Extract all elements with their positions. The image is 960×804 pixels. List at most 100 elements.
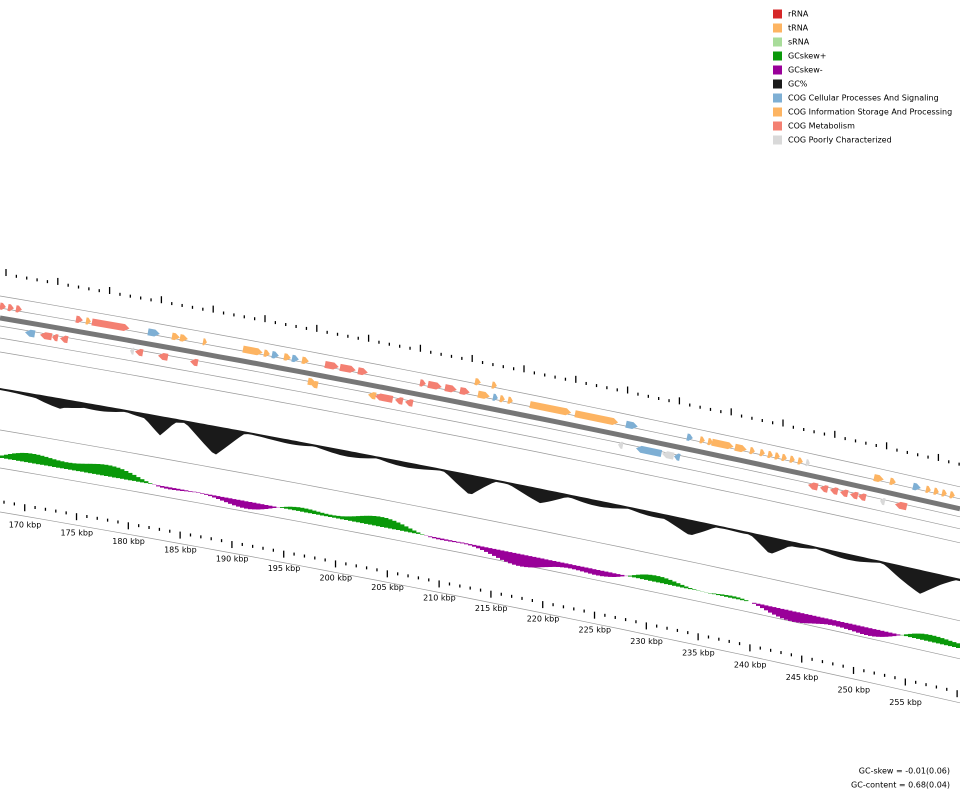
ruler-label: 215 kbp xyxy=(475,604,508,613)
gc-skew-minus xyxy=(836,621,840,627)
gc-skew-plus xyxy=(412,531,416,534)
gc-skew-plus xyxy=(80,464,84,472)
gene-feature xyxy=(242,346,263,357)
gc-skew-plus xyxy=(936,637,940,644)
gc-skew-plus xyxy=(948,641,952,646)
gc-skew-minus xyxy=(516,554,520,566)
gc-skew-plus xyxy=(380,517,384,527)
gc-skew-minus xyxy=(548,560,552,567)
gc-skew-plus xyxy=(4,455,8,459)
gc-skew-minus xyxy=(572,565,576,569)
gc-skew-minus xyxy=(588,568,592,573)
gc-skew-minus xyxy=(880,631,884,637)
legend-label: COG Cellular Processes And Signaling xyxy=(788,94,939,103)
gc-skew-minus xyxy=(452,541,456,542)
ruler-label: 255 kbp xyxy=(889,698,922,707)
gc-skew-minus xyxy=(784,610,788,620)
legend-swatch xyxy=(773,122,782,131)
gc-skew-minus xyxy=(472,545,476,547)
gc-skew-plus xyxy=(944,639,948,645)
gc-content-stat: GC-content = 0.68(0.04) xyxy=(851,781,950,790)
gc-skew-minus xyxy=(568,564,572,568)
gc-skew-plus xyxy=(68,463,72,470)
gc-skew-plus xyxy=(24,453,28,462)
gc-skew-plus xyxy=(32,454,36,464)
ruler-label: 190 kbp xyxy=(216,555,249,564)
gc-skew-plus xyxy=(112,467,116,478)
gc-skew-minus xyxy=(268,506,272,509)
gc-skew-plus xyxy=(304,509,308,513)
gc-skew-minus xyxy=(196,493,200,494)
gc-skew-plus xyxy=(952,642,956,647)
gc-skew-minus xyxy=(488,548,492,554)
gc-skew-plus xyxy=(52,459,56,467)
gene-feature xyxy=(574,410,619,426)
gc-skew-plus xyxy=(352,516,356,521)
gc-skew-minus xyxy=(552,561,556,567)
gc-skew-minus xyxy=(584,568,588,573)
ruler-label: 180 kbp xyxy=(112,537,145,546)
ruler-label: 200 kbp xyxy=(319,573,352,582)
gc-skew-minus xyxy=(760,605,764,609)
gc-skew-minus xyxy=(892,634,896,637)
legend-label: GC% xyxy=(788,80,808,89)
gc-skew-plus xyxy=(932,636,936,643)
gc-skew-minus xyxy=(216,496,220,499)
gc-skew-plus xyxy=(140,479,144,482)
gc-skew-plus xyxy=(652,575,656,581)
gc-skew-minus xyxy=(820,618,824,624)
gc-skew-plus xyxy=(916,634,920,639)
gc-skew-plus xyxy=(928,635,932,642)
gc-skew-plus xyxy=(956,643,960,648)
track-line xyxy=(0,430,960,621)
gc-skew-minus xyxy=(244,501,248,508)
gc-skew-plus xyxy=(672,582,676,586)
gc-skew-minus xyxy=(232,499,236,505)
gc-skew-minus xyxy=(772,607,776,615)
gc-skew-plus xyxy=(360,516,364,523)
gc-skew-plus xyxy=(420,534,424,535)
legend-label: GCskew- xyxy=(788,66,823,75)
legend-label: tRNA xyxy=(788,24,809,33)
track-line xyxy=(0,338,960,529)
gc-skew-minus xyxy=(512,553,516,565)
gc-skew-plus xyxy=(340,516,344,519)
gc-skew-minus xyxy=(224,498,228,503)
gc-skew-plus xyxy=(332,515,336,517)
gc-skew-minus xyxy=(604,572,608,577)
gc-skew-minus xyxy=(540,559,544,568)
gc-skew-minus xyxy=(812,616,816,624)
legend-swatch xyxy=(773,52,782,61)
gc-skew-plus xyxy=(36,455,40,464)
gc-skew-plus xyxy=(632,575,636,577)
gc-skew-plus xyxy=(104,465,108,476)
gc-skew-minus xyxy=(264,505,268,509)
legend-label: COG Metabolism xyxy=(788,122,855,131)
gc-skew-minus xyxy=(796,612,800,622)
gc-skew-plus xyxy=(292,507,296,510)
legend-label: rRNA xyxy=(788,10,809,19)
gc-skew-plus xyxy=(312,511,316,514)
gc-skew-plus xyxy=(692,589,696,590)
gc-skew-minus xyxy=(496,550,500,558)
gc-skew-minus xyxy=(248,502,252,509)
gc-skew-plus xyxy=(8,454,12,459)
gc-skew-plus xyxy=(124,471,128,480)
gc-skew-minus xyxy=(884,632,888,637)
ruler-label: 220 kbp xyxy=(527,615,560,624)
gc-skew-plus xyxy=(720,594,724,596)
legend-swatch xyxy=(773,10,782,19)
gc-skew-minus xyxy=(580,567,584,572)
legend-swatch xyxy=(773,38,782,47)
gc-skew-minus xyxy=(764,605,768,610)
gc-skew-plus xyxy=(296,507,300,511)
gc-skew-minus xyxy=(616,574,620,577)
gc-skew-minus xyxy=(456,542,460,543)
gc-skew-plus xyxy=(912,634,916,638)
gc-skew-plus xyxy=(736,597,740,599)
gc-skew-plus xyxy=(392,521,396,530)
gc-skew-minus xyxy=(856,626,860,633)
gc-skew-plus xyxy=(684,587,688,589)
gc-skew-minus xyxy=(184,490,188,491)
